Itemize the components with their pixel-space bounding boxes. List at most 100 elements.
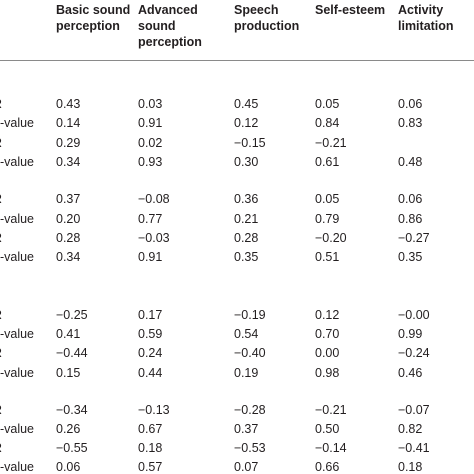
cell-basic-sound: −0.55 bbox=[56, 441, 88, 455]
cell-speech: 0.21 bbox=[234, 212, 259, 226]
cell-basic-sound: 0.34 bbox=[56, 250, 81, 264]
cell-advanced-sound: 0.77 bbox=[138, 212, 163, 226]
cell-self-esteem: 0.05 bbox=[315, 97, 340, 111]
cell-activity: 0.06 bbox=[398, 192, 423, 206]
cell-advanced-sound: −0.08 bbox=[138, 192, 170, 206]
row-label: p-value bbox=[0, 460, 34, 474]
row-label: R bbox=[0, 308, 2, 322]
row-label: R bbox=[0, 346, 2, 360]
cell-self-esteem: 0.50 bbox=[315, 422, 340, 436]
cell-self-esteem: −0.14 bbox=[315, 441, 347, 455]
cell-basic-sound: 0.34 bbox=[56, 155, 81, 169]
cell-advanced-sound: 0.18 bbox=[138, 441, 163, 455]
cell-self-esteem: 0.79 bbox=[315, 212, 340, 226]
cell-basic-sound: 0.15 bbox=[56, 366, 81, 380]
col-header-advanced-sound-perception: Advanced sound perception bbox=[138, 3, 202, 49]
col-header-basic-sound-perception: Basic sound perception bbox=[56, 3, 131, 33]
cell-speech: 0.07 bbox=[234, 460, 259, 474]
cell-activity: −0.07 bbox=[398, 403, 430, 417]
row-label: p-value bbox=[0, 327, 34, 341]
cell-advanced-sound: 0.17 bbox=[138, 308, 163, 322]
row-label: p-value bbox=[0, 422, 34, 436]
cell-speech: 0.19 bbox=[234, 366, 259, 380]
cell-activity: 0.48 bbox=[398, 155, 423, 169]
cell-self-esteem: 0.61 bbox=[315, 155, 340, 169]
cell-activity: 0.82 bbox=[398, 422, 423, 436]
cell-self-esteem: −0.21 bbox=[315, 136, 347, 150]
cell-self-esteem: 0.84 bbox=[315, 116, 340, 130]
row-label: R bbox=[0, 231, 2, 245]
header-rule bbox=[0, 60, 474, 61]
cell-advanced-sound: 0.91 bbox=[138, 116, 163, 130]
cell-speech: 0.28 bbox=[234, 231, 259, 245]
row-label: p-value bbox=[0, 155, 34, 169]
cell-advanced-sound: 0.93 bbox=[138, 155, 163, 169]
cell-speech: −0.15 bbox=[234, 136, 266, 150]
cell-self-esteem: −0.20 bbox=[315, 231, 347, 245]
row-label: R bbox=[0, 192, 2, 206]
cell-basic-sound: 0.37 bbox=[56, 192, 81, 206]
cell-speech: −0.19 bbox=[234, 308, 266, 322]
cell-self-esteem: 0.12 bbox=[315, 308, 340, 322]
cell-activity: −0.00 bbox=[398, 308, 430, 322]
cell-advanced-sound: 0.44 bbox=[138, 366, 163, 380]
cell-basic-sound: −0.44 bbox=[56, 346, 88, 360]
cell-self-esteem: 0.70 bbox=[315, 327, 340, 341]
cell-basic-sound: 0.41 bbox=[56, 327, 81, 341]
cell-speech: 0.37 bbox=[234, 422, 259, 436]
cell-speech: 0.35 bbox=[234, 250, 259, 264]
cell-advanced-sound: 0.02 bbox=[138, 136, 163, 150]
cell-advanced-sound: 0.91 bbox=[138, 250, 163, 264]
cell-advanced-sound: 0.67 bbox=[138, 422, 163, 436]
cell-advanced-sound: 0.59 bbox=[138, 327, 163, 341]
cell-basic-sound: 0.29 bbox=[56, 136, 81, 150]
cell-basic-sound: 0.20 bbox=[56, 212, 81, 226]
row-label: p-value bbox=[0, 212, 34, 226]
cell-activity: 0.35 bbox=[398, 250, 423, 264]
cell-activity: 0.46 bbox=[398, 366, 423, 380]
cell-activity: −0.41 bbox=[398, 441, 430, 455]
cell-basic-sound: 0.14 bbox=[56, 116, 81, 130]
cell-speech: 0.30 bbox=[234, 155, 259, 169]
cell-self-esteem: 0.00 bbox=[315, 346, 340, 360]
cell-activity: 0.83 bbox=[398, 116, 423, 130]
cell-activity: 0.18 bbox=[398, 460, 423, 474]
cell-basic-sound: 0.26 bbox=[56, 422, 81, 436]
cell-activity: 0.86 bbox=[398, 212, 423, 226]
col-header-activity-limitation: Activity limitation bbox=[398, 3, 454, 33]
cell-speech: −0.28 bbox=[234, 403, 266, 417]
row-label: p-value bbox=[0, 116, 34, 130]
row-label: R bbox=[0, 403, 2, 417]
cell-activity: −0.24 bbox=[398, 346, 430, 360]
cell-advanced-sound: 0.03 bbox=[138, 97, 163, 111]
cell-advanced-sound: 0.24 bbox=[138, 346, 163, 360]
cell-basic-sound: 0.06 bbox=[56, 460, 81, 474]
col-header-self-esteem: Self-esteem bbox=[315, 3, 386, 17]
cell-activity: −0.27 bbox=[398, 231, 430, 245]
cell-self-esteem: 0.05 bbox=[315, 192, 340, 206]
cell-basic-sound: 0.28 bbox=[56, 231, 81, 245]
cell-self-esteem: −0.21 bbox=[315, 403, 347, 417]
cell-basic-sound: 0.43 bbox=[56, 97, 81, 111]
row-label: p-value bbox=[0, 366, 34, 380]
cell-speech: 0.12 bbox=[234, 116, 259, 130]
col-header-speech-production: Speech production bbox=[234, 3, 300, 33]
cell-basic-sound: −0.34 bbox=[56, 403, 88, 417]
row-label: R bbox=[0, 441, 2, 455]
cell-advanced-sound: −0.13 bbox=[138, 403, 170, 417]
cell-speech: −0.40 bbox=[234, 346, 266, 360]
cell-self-esteem: 0.98 bbox=[315, 366, 340, 380]
row-label: p-value bbox=[0, 250, 34, 264]
cell-self-esteem: 0.66 bbox=[315, 460, 340, 474]
row-label: R bbox=[0, 136, 2, 150]
cell-speech: 0.45 bbox=[234, 97, 259, 111]
cell-advanced-sound: −0.03 bbox=[138, 231, 170, 245]
cell-basic-sound: −0.25 bbox=[56, 308, 88, 322]
cell-speech: 0.36 bbox=[234, 192, 259, 206]
cell-activity: 0.06 bbox=[398, 97, 423, 111]
cell-self-esteem: 0.51 bbox=[315, 250, 340, 264]
cell-activity: 0.99 bbox=[398, 327, 423, 341]
row-label: R bbox=[0, 97, 2, 111]
cell-speech: 0.54 bbox=[234, 327, 259, 341]
